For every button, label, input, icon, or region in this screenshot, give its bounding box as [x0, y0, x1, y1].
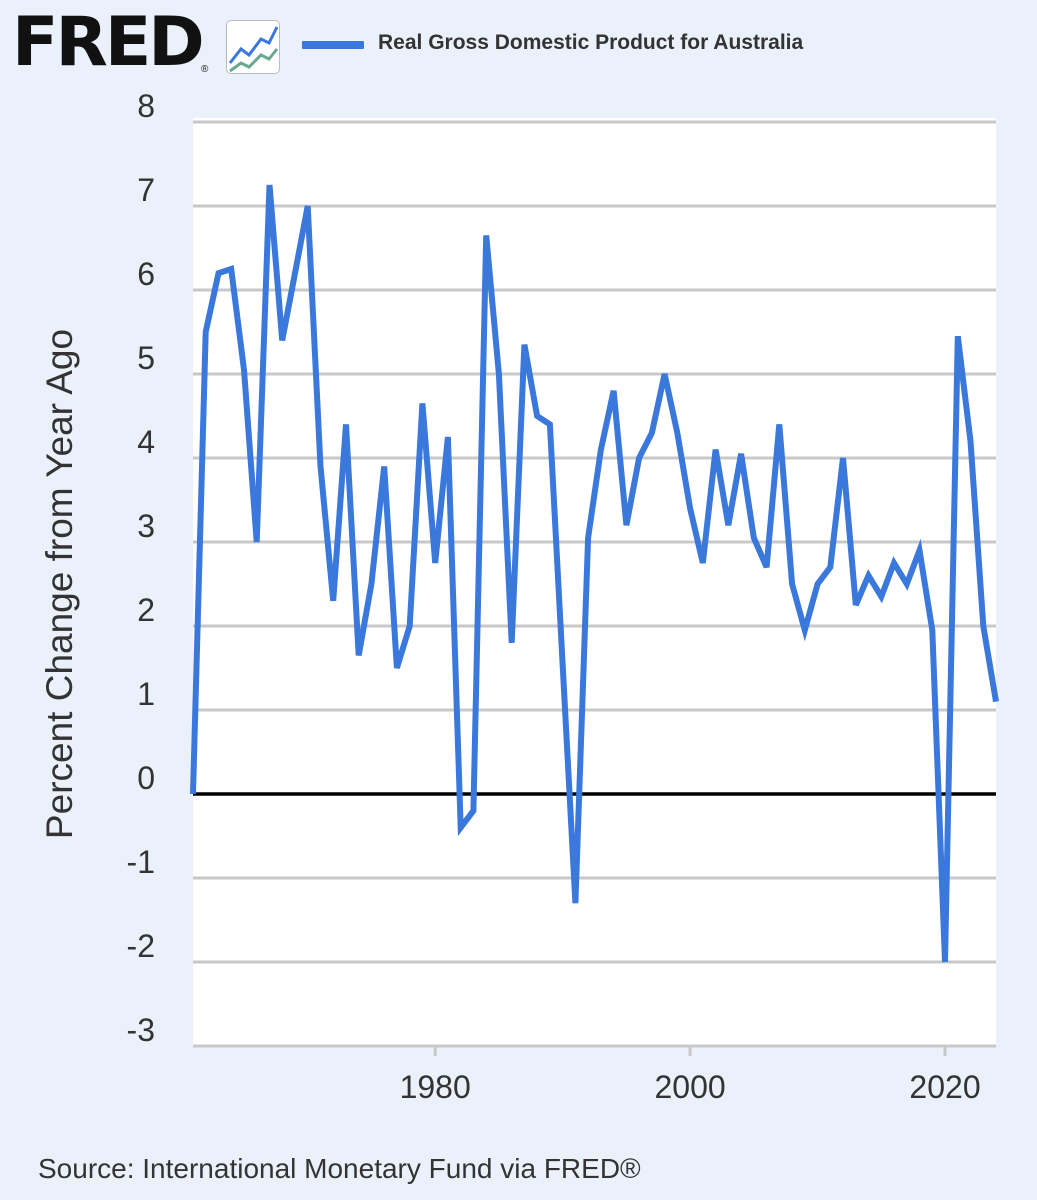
- y-tick-label: 1: [137, 676, 155, 712]
- y-tick-label: 0: [137, 760, 155, 796]
- y-tick-label: -3: [127, 1012, 155, 1048]
- x-tick-label: 2000: [655, 1069, 726, 1105]
- series-group: [190, 184, 999, 963]
- y-tick-label: 5: [137, 340, 155, 376]
- y-tick-label: 6: [137, 256, 155, 292]
- line-chart-icon: [226, 20, 280, 74]
- y-axis-ticks: 8 7 6 5 4 3 2 1 0 -1 -2 -3: [127, 88, 155, 1048]
- y-tick-label: -2: [127, 928, 155, 964]
- x-tick-label: 2020: [909, 1069, 980, 1105]
- fred-logo[interactable]: FRED: [12, 3, 205, 82]
- y-tick-label: 8: [137, 88, 155, 124]
- registered-mark: ®: [201, 64, 209, 75]
- legend-swatch: [302, 41, 364, 49]
- gridlines: [193, 120, 996, 964]
- header: FRED ® Real Gross Domestic Product for A…: [0, 0, 1037, 90]
- y-tick-label: -1: [127, 844, 155, 880]
- chart: 8 7 6 5 4 3 2 1 0 -1 -2 -3 1980 2000 2020 Percent Cha…: [39, 88, 999, 1105]
- series-line: [190, 184, 999, 963]
- x-axis-ticks: 1980 2000 2020: [400, 1046, 981, 1105]
- source-note: Source: International Monetary Fund via …: [38, 1153, 641, 1184]
- y-tick-label: 4: [137, 424, 155, 460]
- y-tick-label: 7: [137, 172, 155, 208]
- plot-area: [193, 118, 996, 1046]
- x-tick-label: 1980: [400, 1069, 471, 1105]
- y-tick-label: 2: [137, 592, 155, 628]
- y-tick-label: 3: [137, 508, 155, 544]
- y-axis-label: Percent Change from Year Ago: [39, 329, 80, 839]
- legend-label: Real Gross Domestic Product for Australi…: [378, 31, 804, 54]
